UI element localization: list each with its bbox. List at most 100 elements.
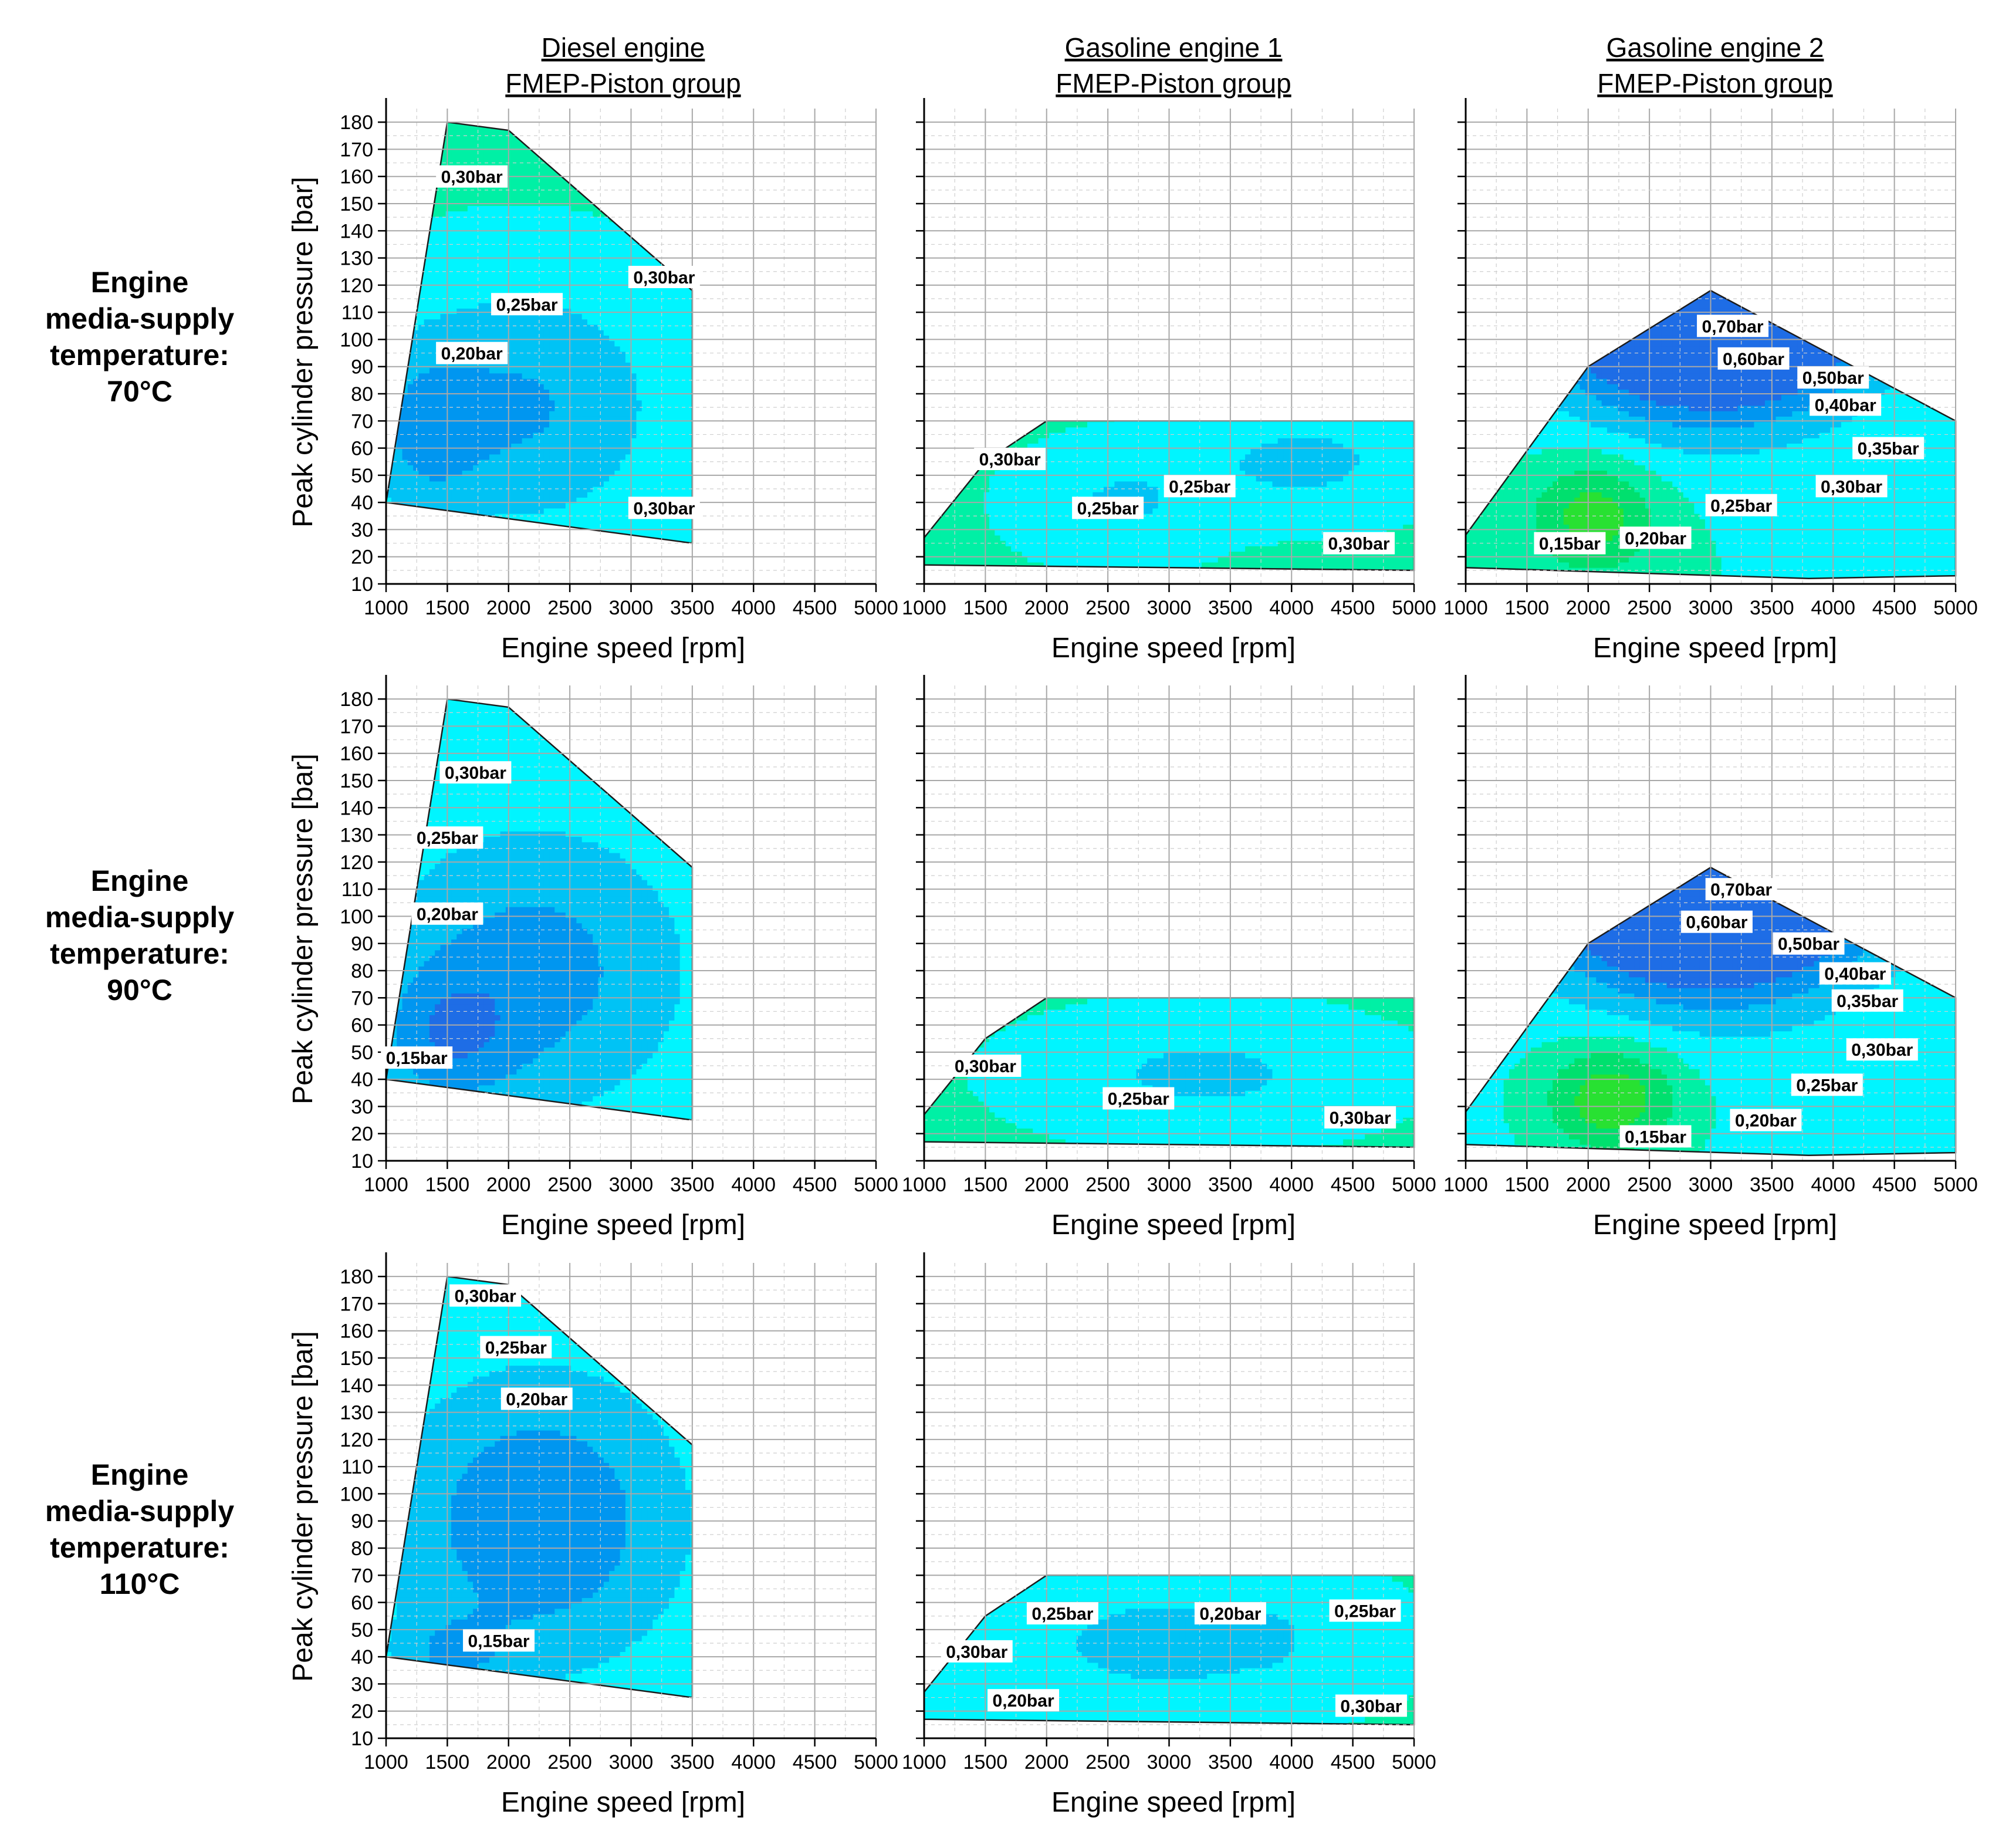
contour-cell xyxy=(620,151,626,157)
contour-cell xyxy=(516,449,522,455)
contour-cell xyxy=(429,319,435,325)
contour-cell xyxy=(674,573,680,579)
contour-cell xyxy=(544,438,550,444)
contour-cell xyxy=(489,373,495,379)
contour-cell xyxy=(456,281,462,287)
contour-cell xyxy=(664,325,669,330)
contour-cell xyxy=(576,276,582,282)
contour-cell xyxy=(435,557,441,563)
contour-cell xyxy=(582,136,588,141)
contour-cell xyxy=(484,249,490,255)
contour-cell xyxy=(403,492,408,498)
contour-cell xyxy=(669,573,675,579)
contour-cell xyxy=(560,562,566,568)
contour-cell xyxy=(468,427,474,433)
contour-cell xyxy=(609,492,615,498)
contour-cell xyxy=(549,114,555,120)
contour-cell xyxy=(435,313,441,319)
contour-cell xyxy=(631,481,637,487)
contour-cell xyxy=(408,557,414,563)
contour-cell xyxy=(462,335,468,341)
contour-cell xyxy=(391,298,397,303)
contour-cell xyxy=(544,346,550,352)
contour-cell xyxy=(527,503,533,509)
contour-cell xyxy=(511,352,517,357)
contour-cell xyxy=(413,205,419,211)
contour-cell xyxy=(446,308,452,314)
contour-cell xyxy=(468,546,474,552)
contour-cell xyxy=(566,492,571,498)
contour-cell xyxy=(424,281,430,287)
contour-cell xyxy=(571,313,577,319)
contour-cell xyxy=(435,109,441,114)
contour-cell xyxy=(424,476,430,482)
contour-cell xyxy=(647,373,653,379)
contour-cell xyxy=(664,400,669,406)
contour-cell xyxy=(462,281,468,287)
contour-cell xyxy=(418,384,424,390)
contour-cell xyxy=(636,357,642,363)
contour-cell xyxy=(566,562,571,568)
contour-cell xyxy=(571,346,577,352)
contour-cell xyxy=(495,276,500,282)
contour-cell xyxy=(424,562,430,568)
contour-cell xyxy=(685,406,691,411)
contour-cell xyxy=(397,168,403,174)
contour-cell xyxy=(664,259,669,265)
contour-cell xyxy=(560,573,566,579)
contour-cell xyxy=(424,492,430,498)
contour-cell xyxy=(604,535,610,541)
contour-cell xyxy=(446,427,452,433)
contour-cell xyxy=(500,281,506,287)
contour-cell xyxy=(625,335,631,341)
contour-cell xyxy=(554,357,560,363)
contour-cell xyxy=(403,573,408,579)
contour-cell xyxy=(435,319,441,325)
contour-cell xyxy=(549,487,555,492)
contour-cell xyxy=(566,195,571,201)
contour-cell xyxy=(468,313,474,319)
contour-cell xyxy=(566,449,571,455)
contour-cell xyxy=(522,286,528,292)
contour-cell xyxy=(484,141,490,147)
contour-cell xyxy=(429,325,435,330)
contour-cell xyxy=(403,136,408,141)
contour-cell xyxy=(456,379,462,384)
contour-cell xyxy=(604,422,610,428)
contour-cell xyxy=(397,195,403,201)
contour-cell xyxy=(429,357,435,363)
contour-cell xyxy=(522,411,528,417)
contour-cell xyxy=(446,319,452,325)
contour-cell xyxy=(418,476,424,482)
contour-cell xyxy=(446,292,452,298)
contour-cell xyxy=(674,163,680,168)
contour-cell xyxy=(511,178,517,184)
contour-cell xyxy=(484,395,490,401)
contour-cell xyxy=(424,379,430,384)
contour-cell xyxy=(674,395,680,401)
contour-cell xyxy=(403,195,408,201)
contour-cell xyxy=(620,178,626,184)
contour-cell xyxy=(489,449,495,455)
contour-cell xyxy=(658,249,664,255)
contour-cell xyxy=(598,352,604,357)
contour-cell xyxy=(484,298,490,303)
contour-cell xyxy=(511,573,517,579)
contour-cell xyxy=(484,232,490,238)
contour-cell xyxy=(500,557,506,563)
contour-cell xyxy=(669,406,675,411)
contour-cell xyxy=(604,573,610,579)
contour-cell xyxy=(516,109,522,114)
contour-cell xyxy=(462,222,468,228)
contour-cell xyxy=(440,303,446,309)
contour-cell xyxy=(669,292,675,298)
contour-cell xyxy=(658,298,664,303)
contour-cell xyxy=(636,438,642,444)
contour-cell xyxy=(435,546,441,552)
contour-cell xyxy=(549,492,555,498)
contour-cell xyxy=(468,557,474,563)
contour-cell xyxy=(462,449,468,455)
contour-cell xyxy=(397,513,403,519)
contour-cell xyxy=(511,319,517,325)
contour-cell xyxy=(489,368,495,374)
